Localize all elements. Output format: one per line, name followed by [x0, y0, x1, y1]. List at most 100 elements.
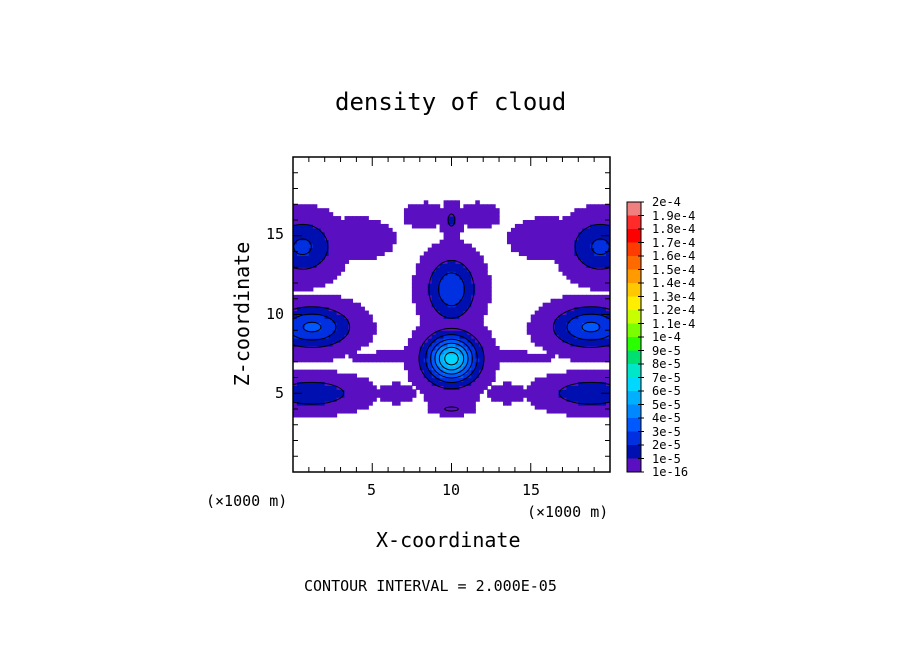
- contour-cell: [586, 259, 591, 264]
- contour-cell: [372, 235, 377, 241]
- contour-cell: [300, 227, 306, 233]
- contour-cell: [534, 216, 540, 221]
- contour-cell: [411, 204, 417, 209]
- contour-cell: [495, 389, 500, 394]
- contour-cell: [304, 298, 310, 304]
- contour-cell: [411, 283, 417, 288]
- contour-cell: [328, 369, 334, 375]
- contour-cell: [332, 298, 338, 304]
- contour-cell: [518, 227, 524, 233]
- contour-cell: [447, 290, 453, 296]
- contour-cell: [324, 326, 330, 331]
- contour-cell: [348, 393, 354, 398]
- contour-cell: [431, 259, 437, 264]
- contour-cell: [566, 346, 571, 351]
- contour-cell: [606, 397, 610, 402]
- contour-cell: [562, 294, 568, 300]
- contour-cell: [562, 318, 568, 323]
- contour-cell: [546, 342, 552, 347]
- contour-cell: [399, 353, 405, 359]
- contour-cell: [447, 251, 453, 257]
- contour-cell: [300, 235, 306, 241]
- contour-cell: [364, 255, 369, 260]
- contour-cell: [590, 342, 595, 347]
- contour-cell: [435, 255, 441, 260]
- contour-cell: [578, 243, 583, 249]
- contour-cell: [348, 334, 354, 339]
- contour-cell: [578, 357, 583, 363]
- contour-cell: [431, 314, 437, 320]
- contour-cell: [312, 271, 318, 276]
- contour-cell: [403, 349, 409, 355]
- contour-cell: [415, 353, 421, 359]
- contour-cell: [570, 346, 575, 351]
- contour-cell: [467, 314, 472, 320]
- contour-cell: [336, 401, 342, 406]
- contour-cell: [380, 357, 385, 363]
- contour-cell: [427, 220, 433, 225]
- contour-cell: [328, 314, 334, 320]
- contour-cell: [586, 330, 591, 335]
- contour-cell: [554, 259, 560, 264]
- contour-cell: [308, 397, 314, 402]
- x-tick-label-10: 10: [442, 481, 461, 499]
- contour-cell: [411, 346, 417, 351]
- contour-cell: [296, 204, 302, 209]
- contour-cell: [463, 286, 468, 292]
- contour-cell: [360, 306, 365, 312]
- contour-cell: [332, 302, 338, 308]
- contour-cell: [510, 243, 516, 249]
- contour-cell: [296, 271, 302, 276]
- contour-cell: [451, 377, 457, 383]
- contour-cell: [340, 346, 346, 351]
- contour-cell: [558, 326, 564, 331]
- contour-cell: [594, 318, 599, 323]
- contour-cell: [320, 353, 326, 359]
- contour-cell: [467, 279, 472, 284]
- contour-cell: [562, 326, 568, 331]
- contour-cell: [518, 235, 524, 241]
- contour-cell: [483, 369, 488, 375]
- contour-cell: [526, 357, 532, 363]
- contour-cell: [594, 204, 599, 209]
- contour-cell: [546, 247, 552, 253]
- contour-cell: [356, 393, 361, 398]
- contour-cell: [510, 393, 516, 398]
- contour-cell: [364, 326, 369, 331]
- contour-cell: [451, 401, 457, 406]
- contour-cell: [510, 397, 516, 402]
- contour-cell: [459, 405, 464, 410]
- contour-cell: [368, 243, 373, 249]
- contour-cell: [427, 405, 433, 410]
- contour-cell: [562, 377, 568, 383]
- contour-cell: [407, 212, 413, 217]
- contour-cell: [407, 353, 413, 359]
- contour-cell: [574, 227, 579, 233]
- contour-cell: [495, 361, 500, 367]
- contour-cell: [538, 342, 544, 347]
- contour-cell: [356, 397, 361, 402]
- contour-cell: [328, 235, 334, 241]
- contour-cell: [562, 349, 568, 355]
- contour-cell: [348, 251, 354, 257]
- contour-cell: [431, 365, 437, 371]
- contour-cell: [415, 306, 421, 312]
- contour-cell: [388, 397, 393, 402]
- contour-cell: [447, 389, 453, 394]
- contour-cell: [495, 365, 500, 371]
- contour-cell: [606, 314, 610, 320]
- contour-cell: [348, 318, 354, 323]
- contour-cell: [471, 251, 476, 257]
- contour-cell: [566, 389, 571, 394]
- contour-cell: [427, 290, 433, 296]
- contour-cell: [439, 326, 445, 331]
- contour-cell: [463, 271, 468, 276]
- contour-cell: [522, 357, 528, 363]
- contour-cell: [340, 243, 346, 249]
- y-tick-label-5: 5: [275, 384, 285, 402]
- contour-cell: [530, 227, 536, 233]
- contour-cell: [491, 373, 496, 379]
- contour-cell: [459, 381, 464, 386]
- contour-cell: [293, 231, 298, 237]
